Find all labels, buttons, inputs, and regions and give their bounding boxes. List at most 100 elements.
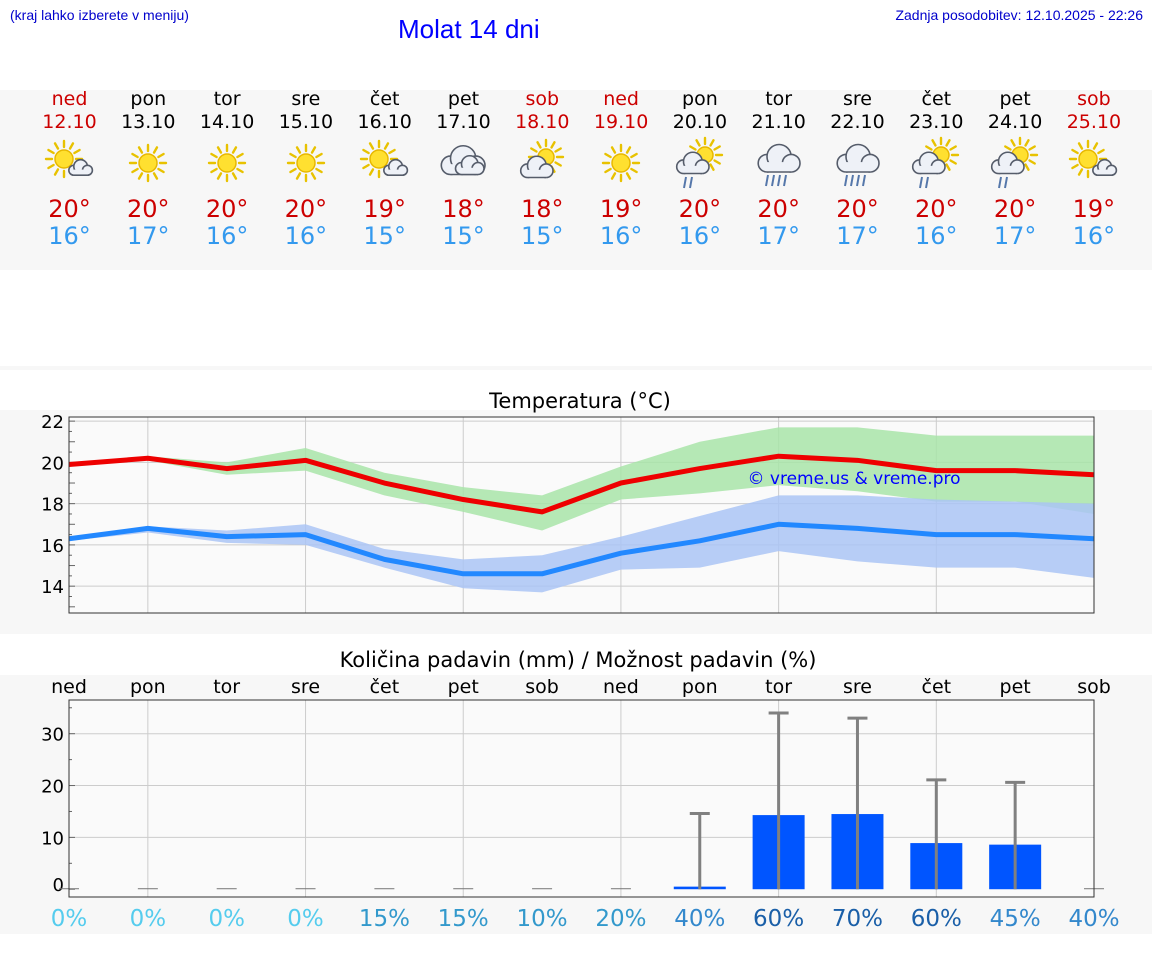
x-tick-label: pet	[1000, 676, 1031, 698]
temp-min: 16°	[678, 222, 722, 250]
day-forecast: sob 18.10 18° 15°	[503, 88, 582, 250]
day-date: 13.10	[121, 111, 176, 133]
x-tick-label: sob	[525, 676, 559, 698]
day-name: čet	[369, 88, 400, 110]
precipitation-probability: 40%	[674, 906, 725, 932]
temp-max: 19°	[599, 195, 643, 223]
precipitation-bar	[532, 888, 553, 890]
temp-max: 20°	[836, 195, 879, 223]
day-forecast: pon 13.10 20° 17°	[109, 88, 188, 250]
day-date: 24.10	[987, 111, 1043, 133]
temp-min: 17°	[993, 222, 1037, 250]
x-tick-label: sre	[843, 676, 872, 698]
day-forecast: tor 14.10 20° 16°	[188, 88, 267, 250]
day-date: 12.10	[42, 111, 97, 133]
x-tick-label: sre	[291, 676, 320, 698]
temp-max: 20°	[48, 195, 91, 223]
temp-max-line	[68, 453, 1095, 515]
watermark: © vreme.us & vreme.pro	[747, 469, 960, 489]
temp-max: 19°	[363, 195, 406, 223]
x-tick-label: pet	[448, 676, 479, 698]
day-name: pet	[999, 88, 1031, 110]
divider-band	[0, 366, 1152, 370]
y-tick-label: 16	[41, 536, 64, 557]
day-date: 18.10	[515, 111, 570, 133]
temp-min: 15°	[442, 222, 485, 250]
temp-min: 17°	[836, 222, 879, 250]
day-forecast: čet 16.10 19° 15°	[345, 88, 424, 250]
temp-max: 20°	[993, 195, 1037, 223]
sun-cloud-icon	[30, 135, 109, 191]
cloud-rain-icon	[739, 135, 818, 191]
day-date: 21.10	[751, 111, 806, 133]
temp-min-line	[68, 521, 1095, 577]
temperature-chart: Temperatura (°C) 14 16 18 20 22 © vreme.us & v…	[41, 389, 1095, 614]
x-tick-label: pon	[130, 676, 166, 698]
cloud-rain-icon	[818, 135, 897, 191]
day-name: tor	[765, 88, 793, 110]
sun-cloud-rain-icon	[976, 135, 1055, 191]
day-forecast: sre 22.10 20° 17°	[818, 88, 897, 250]
x-tick-label: sob	[1077, 676, 1111, 698]
y-tick-label: 18	[41, 495, 64, 516]
y-tick-label: 22	[41, 412, 64, 433]
temp-max-range-band	[69, 427, 1094, 531]
day-name: tor	[213, 88, 241, 110]
day-forecast: ned 12.10 20° 16°	[30, 88, 109, 250]
x-tick-label: ned	[51, 676, 87, 698]
sun-cloud-icon	[345, 135, 424, 191]
precipitation-probability: 0%	[51, 906, 88, 932]
day-date: 15.10	[278, 111, 334, 133]
precipitation-bar	[610, 888, 631, 890]
day-forecast: pet 24.10 20° 17°	[976, 88, 1055, 250]
precipitation-bar	[216, 888, 237, 890]
x-tick-label: ned	[603, 676, 639, 698]
temp-min-range-band	[69, 495, 1094, 593]
temp-max: 20°	[678, 195, 722, 223]
sun-icon	[109, 135, 188, 191]
cloud-sun-icon	[503, 135, 582, 191]
precipitation-probability: 15%	[438, 906, 489, 932]
day-forecast: ned 19.10 19° 16°	[582, 88, 661, 250]
precipitation-probability: 45%	[990, 906, 1041, 932]
precipitation-bar	[295, 888, 316, 890]
precipitation-probability: 60%	[911, 906, 962, 932]
day-name: pon	[682, 88, 718, 110]
precipitation-probability: 10%	[517, 906, 568, 932]
page-title: Molat 14 dni	[398, 14, 540, 44]
precipitation-probability: 15%	[359, 906, 410, 932]
day-date: 23.10	[909, 111, 964, 133]
day-forecast: tor 21.10 20° 17°	[739, 88, 818, 250]
precipitation-probability: 0%	[208, 906, 245, 932]
precipitation-probability: 0%	[287, 906, 324, 932]
sun-cloud-rain-icon	[660, 135, 739, 191]
precipitation-title: Količina padavin (mm) / Možnost padavin …	[340, 648, 817, 672]
day-date: 14.10	[199, 111, 255, 133]
temp-max: 20°	[284, 195, 328, 223]
day-forecast: sob 25.10 19° 16°	[1054, 88, 1133, 250]
day-name: sre	[291, 88, 321, 110]
menu-note: (kraj lahko izberete v meniju)	[10, 7, 189, 23]
day-date: 16.10	[357, 111, 412, 133]
temp-min: 17°	[127, 222, 170, 250]
precipitation-probability: 70%	[832, 906, 883, 932]
x-tick-label: čet	[922, 676, 952, 698]
temperature-title: Temperatura (°C)	[488, 389, 671, 413]
temp-min: 16°	[48, 222, 91, 250]
day-forecast: pet 17.10 18° 15°	[424, 88, 503, 250]
day-name: pon	[130, 88, 167, 110]
day-name: sre	[843, 88, 872, 110]
x-tick-label: pon	[682, 676, 718, 698]
sun-icon	[266, 135, 345, 191]
last-updated: Zadnja posodobitev: 12.10.2025 - 22:26	[895, 7, 1143, 23]
day-date: 25.10	[1066, 111, 1122, 133]
y-tick-label: 30	[41, 725, 64, 746]
cloud-icon	[424, 135, 503, 191]
sun-cloud-rain-icon	[897, 135, 976, 191]
day-name: ned	[51, 88, 88, 110]
precipitation-chart: Količina padavin (mm) / Možnost padavin …	[41, 648, 1119, 932]
sun-icon	[582, 135, 661, 191]
sun-cloud-icon	[1054, 135, 1133, 191]
x-tick-label: tor	[213, 676, 240, 698]
temp-min: 15°	[521, 222, 564, 250]
